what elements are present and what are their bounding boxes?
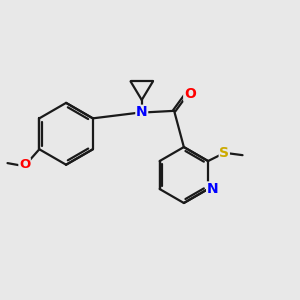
Text: N: N [136, 105, 148, 119]
Text: N: N [207, 182, 218, 196]
Text: O: O [19, 158, 30, 171]
Text: O: O [184, 87, 196, 101]
Text: S: S [219, 146, 229, 160]
